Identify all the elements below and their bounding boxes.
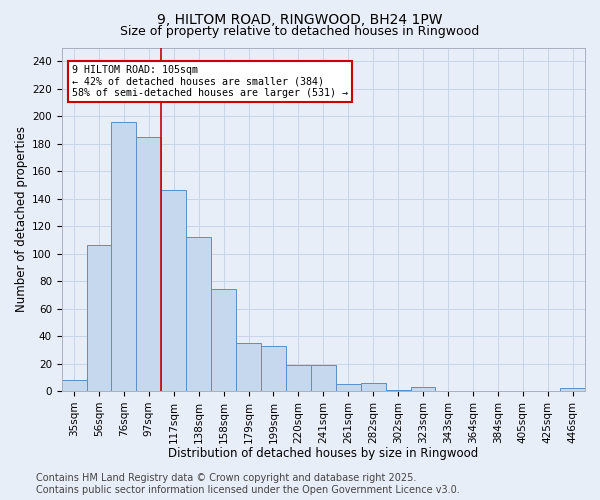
- X-axis label: Distribution of detached houses by size in Ringwood: Distribution of detached houses by size …: [168, 447, 478, 460]
- Bar: [86, 246, 112, 391]
- Bar: [410, 387, 436, 391]
- Bar: [361, 382, 386, 391]
- Text: Contains HM Land Registry data © Crown copyright and database right 2025.
Contai: Contains HM Land Registry data © Crown c…: [36, 474, 460, 495]
- Bar: [186, 237, 211, 391]
- Bar: [286, 365, 311, 391]
- Bar: [386, 390, 410, 391]
- Text: 9, HILTOM ROAD, RINGWOOD, BH24 1PW: 9, HILTOM ROAD, RINGWOOD, BH24 1PW: [157, 12, 443, 26]
- Bar: [136, 137, 161, 391]
- Text: 9 HILTOM ROAD: 105sqm
← 42% of detached houses are smaller (384)
58% of semi-det: 9 HILTOM ROAD: 105sqm ← 42% of detached …: [72, 64, 348, 98]
- Bar: [236, 343, 261, 391]
- Bar: [161, 190, 186, 391]
- Bar: [112, 122, 136, 391]
- Bar: [336, 384, 361, 391]
- Bar: [311, 365, 336, 391]
- Bar: [62, 380, 86, 391]
- Text: Size of property relative to detached houses in Ringwood: Size of property relative to detached ho…: [121, 25, 479, 38]
- Bar: [560, 388, 585, 391]
- Bar: [261, 346, 286, 391]
- Bar: [211, 290, 236, 391]
- Y-axis label: Number of detached properties: Number of detached properties: [15, 126, 28, 312]
